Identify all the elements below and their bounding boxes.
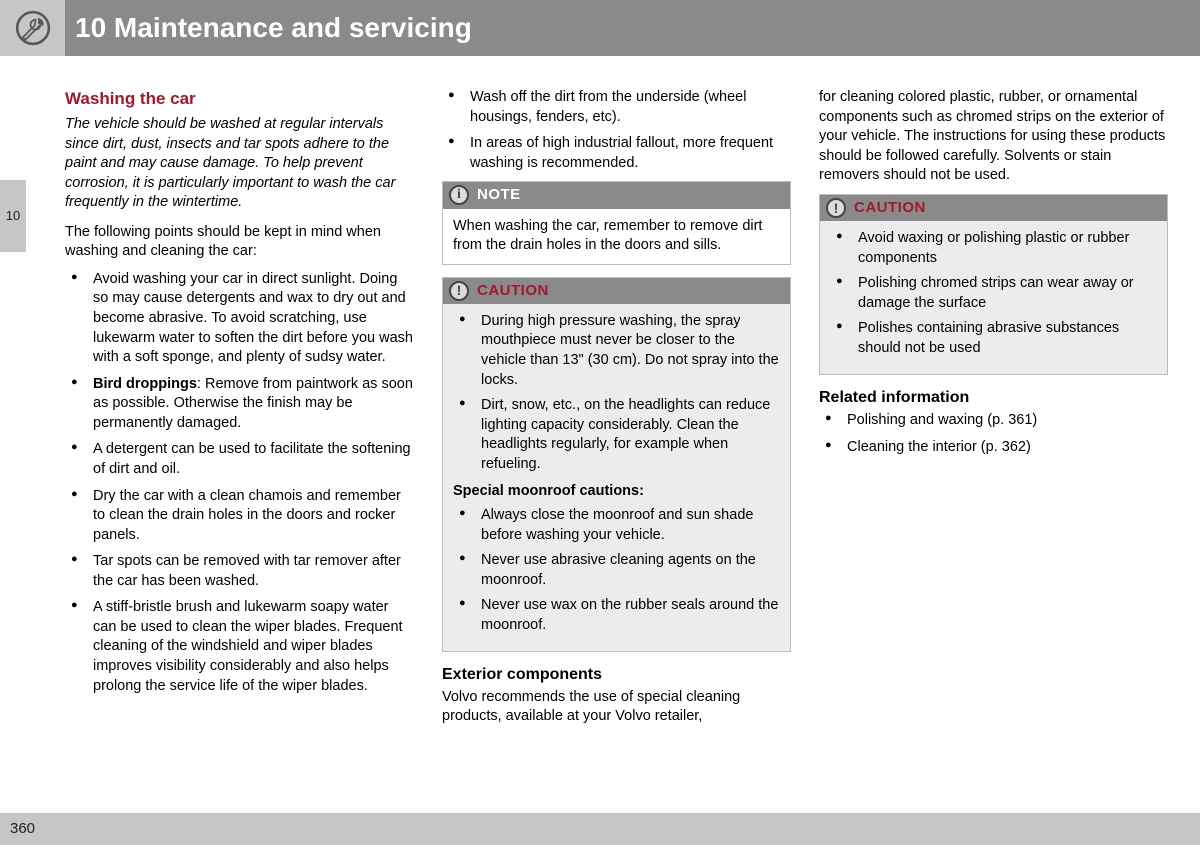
caution-body: During high pressure washing, the spray … — [443, 304, 790, 651]
related-list: Polishing and waxing (p. 361) Cleaning th… — [819, 411, 1168, 457]
warn-icon — [826, 198, 846, 218]
caution-bullets: During high pressure washing, the spray … — [453, 312, 780, 475]
list-item: Bird droppings: Remove from paintwork as… — [65, 375, 414, 434]
list-item: Never use abrasive cleaning agents on th… — [453, 551, 780, 590]
section-tab: 10 — [0, 180, 26, 252]
wrench-icon-box — [0, 0, 65, 56]
moonroof-bullets: Always close the moonroof and sun shade … — [453, 506, 780, 635]
list-item: Dirt, snow, etc., on the headlights can … — [453, 396, 780, 474]
moonroof-title: Special moonroof cautions: — [453, 482, 780, 502]
list-item: Never use wax on the rubber seals around… — [453, 596, 780, 635]
caution-callout-2: CAUTION Avoid waxing or polishing plasti… — [819, 194, 1168, 376]
list-item: Polishing chromed strips can wear away o… — [830, 274, 1157, 313]
page-content: Washing the car The vehicle should be wa… — [65, 88, 1168, 797]
list-item: Avoid waxing or polishing plastic or rub… — [830, 229, 1157, 268]
caution-body-2: Avoid waxing or polishing plastic or rub… — [820, 221, 1167, 374]
caution-label: CAUTION — [477, 281, 549, 301]
info-icon — [449, 185, 469, 205]
caution-header-2: CAUTION — [820, 195, 1167, 221]
caution-label-2: CAUTION — [854, 198, 926, 218]
list-item: Avoid washing your car in direct sunligh… — [65, 270, 414, 368]
note-callout: NOTE When washing the car, remember to r… — [442, 181, 791, 264]
exterior-text: Volvo recommends the use of special clea… — [442, 688, 791, 727]
caution-header: CAUTION — [443, 278, 790, 304]
list-item: Cleaning the interior (p. 362) — [819, 438, 1168, 458]
list-item: In areas of high industrial fallout, mor… — [442, 134, 791, 173]
washing-bullets-cont: Wash off the dirt from the underside (wh… — [442, 88, 791, 173]
list-item: Tar spots can be removed with tar remove… — [65, 552, 414, 591]
list-item: Polishes containing abrasive substances … — [830, 319, 1157, 358]
list-item: Wash off the dirt from the underside (wh… — [442, 88, 791, 127]
page-header: 10 Maintenance and servicing — [65, 0, 1200, 56]
exterior-title: Exterior components — [442, 664, 791, 686]
list-item: During high pressure washing, the spray … — [453, 312, 780, 390]
washing-bullets: Avoid washing your car in direct sunligh… — [65, 270, 414, 696]
page-footer: 360 — [0, 813, 1200, 845]
caution-callout: CAUTION During high pressure washing, th… — [442, 277, 791, 653]
section-title: Washing the car — [65, 88, 414, 111]
related-title: Related information — [819, 387, 1168, 409]
list-item: A stiff-bristle brush and lukewarm soapy… — [65, 598, 414, 696]
list-item: Polishing and waxing (p. 361) — [819, 411, 1168, 431]
exterior-continuation: for cleaning colored plastic, rubber, or… — [819, 88, 1168, 186]
note-header: NOTE — [443, 182, 790, 208]
list-item: Dry the car with a clean chamois and rem… — [65, 487, 414, 546]
wrench-icon — [13, 8, 53, 48]
page-title: 10 Maintenance and servicing — [75, 9, 472, 47]
note-label: NOTE — [477, 185, 521, 205]
note-body: When washing the car, remember to remove… — [443, 209, 790, 264]
page-number: 360 — [10, 819, 35, 839]
caution-bullets-2: Avoid waxing or polishing plastic or rub… — [830, 229, 1157, 358]
lead-text: The following points should be kept in m… — [65, 223, 414, 262]
warn-icon — [449, 281, 469, 301]
list-item: Always close the moonroof and sun shade … — [453, 506, 780, 545]
list-item: A detergent can be used to facilitate th… — [65, 440, 414, 479]
intro-text: The vehicle should be washed at regular … — [65, 115, 414, 213]
